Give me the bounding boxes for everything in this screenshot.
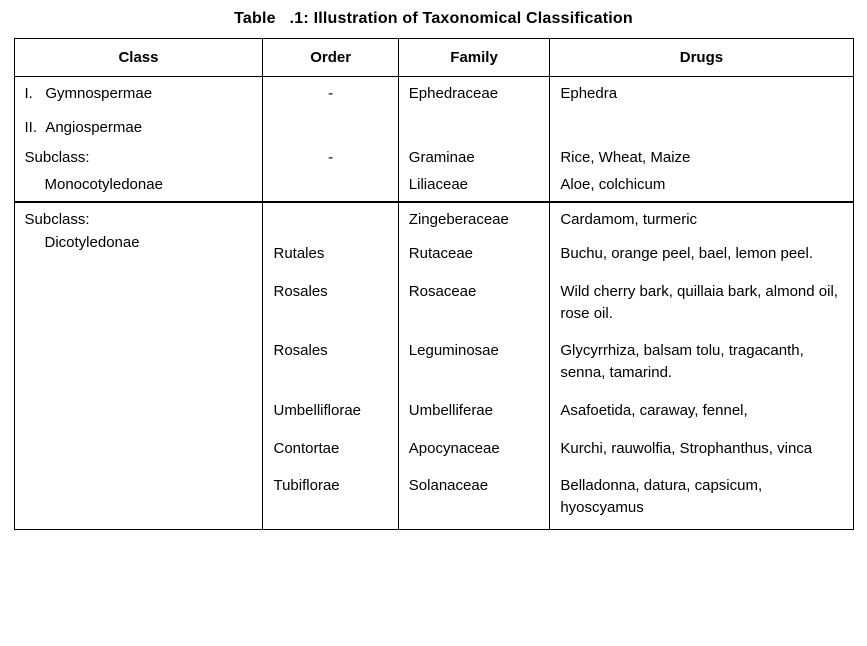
family-line: Ephedraceae bbox=[399, 77, 550, 111]
table-title: Table .1: Illustration of Taxonomical Cl… bbox=[10, 10, 857, 28]
drugs-line: Buchu, orange peel, bael, lemon peel. bbox=[550, 237, 852, 275]
family-line: Graminae bbox=[399, 145, 550, 168]
section2-drugs-cell: Cardamom, turmeric Buchu, orange peel, b… bbox=[550, 202, 853, 529]
section1-row: I. Gymnospermae II. Angiospermae Subclas… bbox=[14, 77, 853, 203]
order-line: Rosales bbox=[263, 334, 397, 394]
class-sub: Dicotyledonae bbox=[15, 230, 263, 253]
drugs-line: Aloe, colchicum bbox=[550, 168, 852, 202]
order-line: - bbox=[263, 77, 397, 111]
drugs-line: Asafoetida, caraway, fennel, bbox=[550, 394, 852, 432]
section1-class-cell: I. Gymnospermae II. Angiospermae Subclas… bbox=[14, 77, 263, 203]
family-line: Umbelliferae bbox=[399, 394, 550, 432]
drugs-line: Cardamom, turmeric bbox=[550, 203, 852, 237]
section1-family-cell: Ephedraceae Graminae Liliaceae bbox=[398, 77, 550, 203]
family-line: Zingeberaceae bbox=[399, 203, 550, 237]
taxonomy-table: Class Order Family Drugs I. Gymnospermae… bbox=[14, 38, 854, 530]
family-line bbox=[399, 111, 550, 145]
section2-family-cell: Zingeberaceae Rutaceae Rosaceae Legumino… bbox=[398, 202, 550, 529]
drugs-line: Belladonna, datura, capsicum, hyoscyamus bbox=[550, 469, 852, 529]
table-header-row: Class Order Family Drugs bbox=[14, 39, 853, 77]
col-header-drugs: Drugs bbox=[550, 39, 853, 77]
order-line: Rosales bbox=[263, 275, 397, 335]
family-line: Solanaceae bbox=[399, 469, 550, 529]
col-header-class: Class bbox=[14, 39, 263, 77]
family-line: Liliaceae bbox=[399, 168, 550, 202]
order-line bbox=[263, 168, 397, 202]
family-line: Leguminosae bbox=[399, 334, 550, 394]
col-header-family: Family bbox=[398, 39, 550, 77]
drugs-line: Rice, Wheat, Maize bbox=[550, 145, 852, 168]
order-line: Rutales bbox=[263, 237, 397, 275]
drugs-line bbox=[550, 111, 852, 145]
drugs-line: Ephedra bbox=[550, 77, 852, 111]
family-line: Apocynaceae bbox=[399, 432, 550, 470]
class-line: II. Angiospermae bbox=[15, 111, 263, 145]
order-line: Tubiflorae bbox=[263, 469, 397, 529]
section2-class-cell: Subclass: Dicotyledonae bbox=[14, 202, 263, 529]
section2-row: Subclass: Dicotyledonae Rutales Rosales … bbox=[14, 202, 853, 529]
family-line: Rosaceae bbox=[399, 275, 550, 335]
class-line: Subclass: bbox=[15, 145, 263, 168]
section1-order-cell: - - bbox=[263, 77, 398, 203]
class-line: I. Gymnospermae bbox=[15, 77, 263, 111]
section2-order-cell: Rutales Rosales Rosales Umbelliflorae Co… bbox=[263, 202, 398, 529]
class-line: Monocotyledonae bbox=[15, 168, 263, 202]
drugs-line: Wild cherry bark, quillaia bark, almond … bbox=[550, 275, 852, 335]
order-line bbox=[263, 203, 397, 237]
col-header-order: Order bbox=[263, 39, 398, 77]
drugs-line: Kurchi, rauwolfia, Strophanthus, vinca bbox=[550, 432, 852, 470]
order-line: Umbelliflorae bbox=[263, 394, 397, 432]
family-line: Rutaceae bbox=[399, 237, 550, 275]
class-heading: Subclass: bbox=[15, 203, 263, 230]
order-line: - bbox=[263, 145, 397, 168]
order-line bbox=[263, 111, 397, 145]
section1-drugs-cell: Ephedra Rice, Wheat, Maize Aloe, colchic… bbox=[550, 77, 853, 203]
drugs-line: Glycyrrhiza, balsam tolu, tragacanth, se… bbox=[550, 334, 852, 394]
order-line: Contortae bbox=[263, 432, 397, 470]
